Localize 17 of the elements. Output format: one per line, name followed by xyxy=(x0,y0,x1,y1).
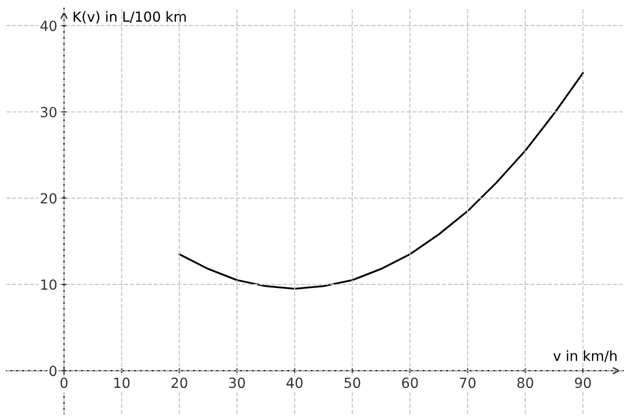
y-tick-label: 40 xyxy=(40,20,56,32)
x-tick-label: 10 xyxy=(114,378,130,388)
x-tick-label: 30 xyxy=(229,378,245,388)
x-tick-label: 20 xyxy=(172,378,188,388)
y-tick-label: 30 xyxy=(40,106,56,118)
y-tick-label: 0 xyxy=(50,366,56,376)
x-tick-label: 90 xyxy=(574,378,591,388)
y-tick-label: 20 xyxy=(40,193,56,204)
x-axis-title: v in km/h xyxy=(553,350,617,362)
x-tick-label: 50 xyxy=(344,378,360,388)
x-tick-label: 0 xyxy=(60,378,68,388)
x-tick-label: 80 xyxy=(517,378,534,388)
y-axis-title: K(v) in L/100 km xyxy=(74,11,186,24)
x-tick-label: 60 xyxy=(402,378,418,388)
x-tick-label: 70 xyxy=(460,378,476,388)
y-tick-label: 10 xyxy=(41,279,56,290)
x-tick-label: 40 xyxy=(286,378,303,388)
